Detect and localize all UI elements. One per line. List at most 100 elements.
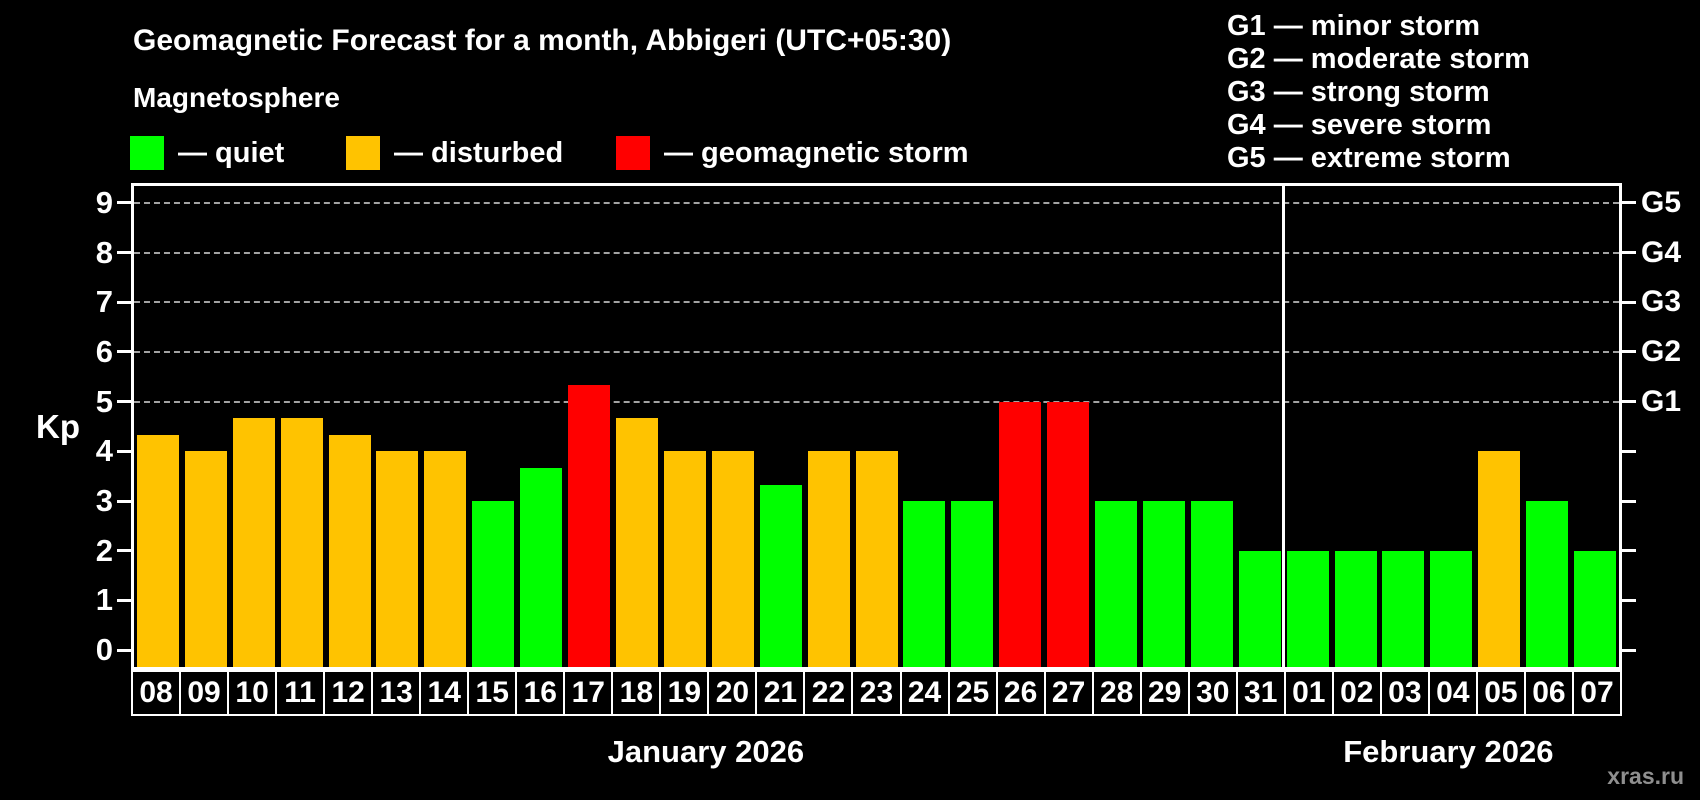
day-label-feb-06: 06 <box>1523 670 1574 716</box>
y-tick-9 <box>117 201 131 205</box>
kp-bar-jan-20 <box>711 451 754 667</box>
day-label-jan-21: 21 <box>755 670 806 716</box>
day-label-jan-18: 18 <box>611 670 662 716</box>
right-tick-1 <box>1622 598 1636 602</box>
magnetosphere-label: Magnetosphere <box>133 82 340 113</box>
kp-bar-jan-22 <box>807 451 850 667</box>
storm-scale-item-g5: G5 — extreme storm <box>1227 142 1511 174</box>
y-tick-5 <box>117 400 131 404</box>
kp-bar-jan-29 <box>1142 501 1185 667</box>
kp-bar-jan-26 <box>999 401 1042 667</box>
day-label-jan-10: 10 <box>227 670 278 716</box>
legend-swatch-disturbed <box>346 136 380 170</box>
kp-bar-jan-10 <box>232 418 275 667</box>
y-tick-4 <box>117 449 131 453</box>
kp-bar-feb-03 <box>1382 550 1425 667</box>
legend-item-storm: — geomagnetic storm <box>616 136 969 170</box>
month-label-january-2026: January 2026 <box>607 734 805 769</box>
day-label-jan-16: 16 <box>515 670 566 716</box>
storm-scale-legend: G1 — minor storm G2 — moderate storm G3 — … <box>1227 10 1530 175</box>
kp-bar-jan-25 <box>951 501 994 667</box>
y-axis-label: Kp <box>36 408 80 445</box>
g-scale-label-g1: G1 <box>1641 384 1682 418</box>
y-tick-0 <box>117 648 131 652</box>
kp-bar-jan-17 <box>568 385 611 667</box>
y-tick-label-1: 1 <box>95 582 113 618</box>
kp-bar-jan-08 <box>136 434 179 667</box>
y-tick-label-5: 5 <box>95 383 113 419</box>
storm-scale-item-g3: G3 — strong storm <box>1227 76 1490 108</box>
kp-bar-feb-06 <box>1526 501 1569 667</box>
chart-plot-area <box>131 183 1622 670</box>
y-tick-label-2: 2 <box>95 532 113 568</box>
day-label-jan-22: 22 <box>803 670 854 716</box>
g-scale-label-g5: G5 <box>1641 185 1682 219</box>
g-scale-label-g2: G2 <box>1641 334 1682 368</box>
right-tick-5 <box>1622 400 1636 404</box>
day-label-jan-09: 09 <box>179 670 230 716</box>
kp-bar-jan-09 <box>184 451 227 667</box>
kp-bar-feb-01 <box>1286 550 1329 667</box>
kp-bar-feb-05 <box>1478 451 1521 667</box>
day-label-feb-01: 01 <box>1283 670 1334 716</box>
month-label-february-2026: February 2026 <box>1343 734 1554 769</box>
day-label-jan-25: 25 <box>947 670 998 716</box>
day-label-jan-30: 30 <box>1187 670 1238 716</box>
kp-bar-jan-27 <box>1047 401 1090 667</box>
y-tick-1 <box>117 598 131 602</box>
day-label-jan-26: 26 <box>995 670 1046 716</box>
g-scale-label-g4: G4 <box>1641 235 1682 269</box>
kp-bar-jan-30 <box>1190 501 1233 667</box>
day-label-jan-23: 23 <box>851 670 902 716</box>
y-tick-label-3: 3 <box>95 483 113 519</box>
legend-swatch-quiet <box>130 136 164 170</box>
day-label-jan-24: 24 <box>899 670 950 716</box>
right-tick-9 <box>1622 201 1636 205</box>
plot-inner <box>134 186 1619 667</box>
right-tick-2 <box>1622 549 1636 553</box>
right-tick-7 <box>1622 300 1636 304</box>
gridline-kp5 <box>134 400 1619 403</box>
storm-scale-item-g4: G4 — severe storm <box>1227 109 1492 141</box>
legend-item-label: — quiet <box>178 136 285 169</box>
day-label-jan-19: 19 <box>659 670 710 716</box>
y-tick-3 <box>117 499 131 503</box>
kp-bar-jan-16 <box>520 467 563 667</box>
kp-bar-feb-07 <box>1574 550 1617 667</box>
gridline-kp9 <box>134 201 1619 204</box>
month-separator-line <box>1282 186 1286 667</box>
magnetosphere-legend: — quiet — disturbed — geomagnetic storm <box>0 136 1200 172</box>
kp-bar-jan-28 <box>1095 501 1138 667</box>
right-tick-6 <box>1622 350 1636 354</box>
kp-bar-feb-02 <box>1334 550 1377 667</box>
legend-item-label: — disturbed <box>394 136 564 169</box>
y-tick-label-6: 6 <box>95 333 113 369</box>
day-label-feb-02: 02 <box>1331 670 1382 716</box>
y-tick-6 <box>117 350 131 354</box>
day-label-jan-28: 28 <box>1091 670 1142 716</box>
y-tick-7 <box>117 300 131 304</box>
day-axis-row: 08 09 10 11 12 13 14 15 16 17 18 19 20 21 22 23 24 25 26 27… <box>131 670 1622 716</box>
right-tick-0 <box>1622 648 1636 652</box>
kp-bar-jan-11 <box>280 418 323 667</box>
kp-bar-jan-12 <box>328 434 371 667</box>
legend-item-disturbed: — disturbed <box>346 136 563 170</box>
day-label-jan-29: 29 <box>1139 670 1190 716</box>
g-scale-label-g3: G3 <box>1641 285 1682 319</box>
day-label-feb-04: 04 <box>1427 670 1478 716</box>
kp-bar-jan-24 <box>903 501 946 667</box>
y-tick-label-0: 0 <box>95 632 113 668</box>
kp-bar-jan-14 <box>424 451 467 667</box>
day-label-feb-07: 07 <box>1571 670 1622 716</box>
y-tick-label-9: 9 <box>95 184 113 220</box>
right-tick-4 <box>1622 449 1636 453</box>
storm-scale-item-g1: G1 — minor storm <box>1227 10 1480 42</box>
kp-bar-jan-13 <box>376 451 419 667</box>
gridline-kp6 <box>134 350 1619 353</box>
day-label-feb-03: 03 <box>1379 670 1430 716</box>
watermark: xras.ru <box>1607 763 1684 789</box>
kp-bar-feb-04 <box>1430 550 1473 667</box>
y-tick-2 <box>117 549 131 553</box>
kp-bar-jan-18 <box>615 418 658 667</box>
